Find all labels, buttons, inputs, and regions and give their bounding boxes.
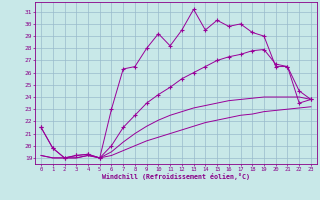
X-axis label: Windchill (Refroidissement éolien,°C): Windchill (Refroidissement éolien,°C) [102,173,250,180]
